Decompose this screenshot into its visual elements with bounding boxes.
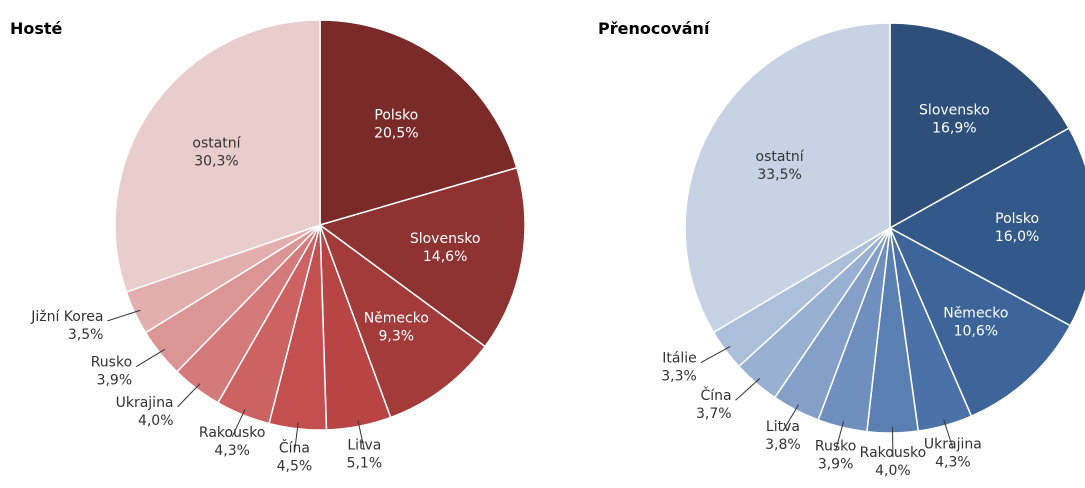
label-category: Litva — [766, 419, 800, 435]
label-category: Rakousko — [860, 445, 927, 461]
label-value: 3,3% — [661, 369, 697, 385]
leader-line — [943, 419, 954, 449]
label-category: Rakousko — [199, 425, 266, 441]
label-category: Slovensko — [410, 231, 481, 247]
label-value: 3,5% — [68, 327, 104, 343]
label-category: Jižní Korea — [30, 309, 103, 325]
pie-slice — [684, 22, 891, 334]
data-label: Německo 9,3% — [364, 311, 429, 345]
data-label: Slovensko 16,9% — [919, 102, 990, 136]
data-label: Rakousko 4,0% — [860, 445, 927, 479]
label-category: Itálie — [662, 351, 697, 367]
leader-line — [735, 378, 761, 401]
label-category: Čína — [279, 439, 310, 457]
data-label: Čína 4,5% — [277, 439, 313, 475]
label-value: 16,0% — [995, 229, 1039, 245]
data-label: Rusko 3,9% — [91, 355, 132, 389]
label-value: 5,1% — [347, 456, 383, 472]
label-value: 3,7% — [696, 406, 732, 422]
pie-slice — [318, 222, 487, 419]
leader-line — [177, 383, 201, 408]
label-value: 4,3% — [214, 443, 250, 459]
label-value: 16,9% — [932, 120, 976, 136]
label-value: 30,3% — [194, 153, 238, 169]
label-value: 9,3% — [379, 329, 415, 345]
label-category: Čína — [700, 386, 731, 404]
leader-line — [107, 309, 141, 322]
data-label: Německo 10,6% — [943, 306, 1008, 340]
label-category: ostatní — [756, 149, 805, 165]
pie-slice — [319, 19, 518, 226]
data-label: Rakousko 4,3% — [199, 425, 266, 459]
leader-line — [135, 348, 166, 368]
label-value: 4,0% — [875, 463, 911, 479]
label-value: 3,9% — [97, 373, 133, 389]
label-category: Ukrajina — [924, 436, 982, 452]
data-label: Ukrajina 4,3% — [924, 436, 982, 470]
chart-title: Hosté — [10, 19, 63, 38]
label-category: Německo — [364, 311, 429, 327]
label-value: 14,6% — [423, 249, 467, 265]
label-value: 33,5% — [757, 167, 801, 183]
data-label: Litva 3,8% — [765, 419, 801, 453]
label-category: Rusko — [91, 355, 132, 371]
leader-line — [357, 420, 365, 450]
label-value: 4,0% — [138, 413, 174, 429]
leader-line — [835, 421, 845, 451]
pie-slice — [888, 127, 1085, 327]
leader-line — [782, 404, 800, 432]
data-label: Slovensko 14,6% — [410, 231, 481, 265]
label-category: Německo — [943, 306, 1008, 322]
label-value: 10,6% — [954, 324, 998, 340]
data-label: Litva 5,1% — [347, 438, 383, 472]
data-label: Polsko 20,5% — [374, 107, 418, 141]
label-value: 4,5% — [277, 459, 313, 475]
data-label: ostatní 30,3% — [192, 135, 241, 169]
pie-slice — [114, 19, 321, 293]
data-label: Polsko 16,0% — [995, 211, 1039, 245]
label-category: Polsko — [374, 107, 418, 123]
label-category: ostatní — [192, 135, 241, 151]
label-value: 3,8% — [765, 437, 801, 453]
chart-title: Přenocování — [598, 19, 711, 38]
label-value: 3,9% — [818, 457, 854, 473]
data-label: Itálie 3,3% — [661, 351, 697, 385]
data-label: ostatní 33,5% — [756, 149, 805, 183]
label-value: 4,3% — [935, 454, 971, 470]
data-label: Jižní Korea 3,5% — [30, 309, 103, 343]
data-label: Ukrajina 4,0% — [116, 395, 174, 429]
label-value: 20,5% — [374, 125, 418, 141]
label-category: Litva — [347, 438, 381, 454]
label-category: Rusko — [815, 439, 856, 455]
label-category: Slovensko — [919, 102, 990, 118]
label-category: Polsko — [995, 211, 1039, 227]
pie-slice — [888, 226, 1072, 418]
data-label: Rusko 3,9% — [815, 439, 856, 473]
label-category: Ukrajina — [116, 395, 174, 411]
leader-line — [231, 408, 246, 438]
pie-slice — [889, 22, 1071, 230]
leader-line — [700, 345, 731, 364]
data-label: Čína 3,7% — [696, 386, 732, 422]
pie-slice — [318, 166, 526, 348]
leader-line — [293, 422, 299, 453]
